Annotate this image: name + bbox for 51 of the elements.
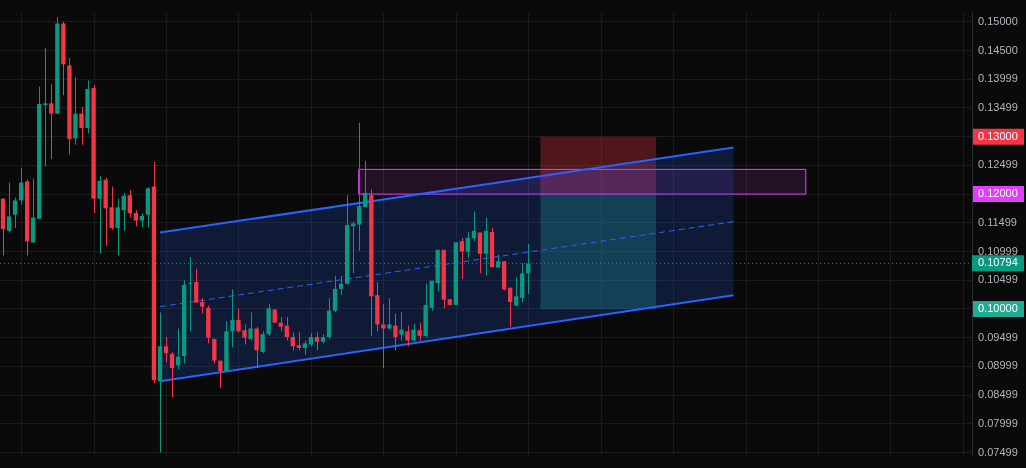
candlestick (6, 182, 12, 234)
candlestick (507, 287, 513, 328)
candlestick (43, 47, 48, 168)
y-tick-label: 0.12499 (978, 158, 1018, 171)
candlestick (115, 198, 120, 257)
y-tick-label: 0.10999 (978, 244, 1018, 257)
y-tick-label: 0.10000 (978, 301, 1018, 314)
candlestick (332, 275, 338, 313)
ref-line-label: 0.10794 (978, 256, 1018, 269)
candlestick (405, 325, 410, 347)
y-tick-label: 0.07499 (978, 445, 1018, 458)
y-tick-label: 0.15000 (978, 14, 1018, 27)
y-tick-label: 0.11499 (978, 215, 1017, 228)
candlestick (109, 186, 114, 231)
candlestick (212, 338, 217, 365)
candlestick (127, 189, 132, 219)
candlestick (248, 311, 253, 342)
candlestick (79, 106, 84, 146)
y-tick-label: 0.08499 (978, 388, 1018, 401)
candlestick (163, 336, 169, 363)
candlestick (514, 276, 519, 308)
candlestick (12, 197, 18, 229)
candlestick (49, 83, 54, 160)
y-tick-label: 0.14500 (978, 43, 1018, 56)
y-tick-label: 0.10499 (978, 273, 1018, 286)
candlestick (465, 231, 471, 259)
candlestick (218, 360, 223, 389)
candlestick (357, 122, 362, 252)
y-tick-label: 0.09499 (978, 330, 1018, 343)
y-tick-label: 0.13999 (978, 72, 1018, 85)
candlestick (194, 268, 199, 304)
y-tick-label: 0.07999 (978, 416, 1018, 429)
candlestick (230, 288, 235, 348)
y-tick-label: 0.12000 (978, 187, 1018, 200)
candlestick (169, 351, 175, 398)
candlestick (121, 192, 126, 232)
candlestick (97, 175, 102, 255)
candlestick (363, 160, 368, 208)
candlestick (477, 232, 483, 274)
y-tick-label: 0.13000 (978, 129, 1018, 142)
candlestick (338, 275, 344, 296)
candlestick (399, 311, 404, 342)
y-tick-label: 0.13499 (978, 101, 1018, 114)
candlestick (393, 313, 398, 351)
candlestick (254, 326, 259, 369)
candlestick (387, 297, 392, 331)
y-tick-label: 0.08999 (978, 359, 1018, 372)
candlestick (381, 303, 386, 369)
candlestick (290, 332, 295, 352)
candlestick (260, 330, 265, 354)
candlestick (459, 237, 465, 280)
